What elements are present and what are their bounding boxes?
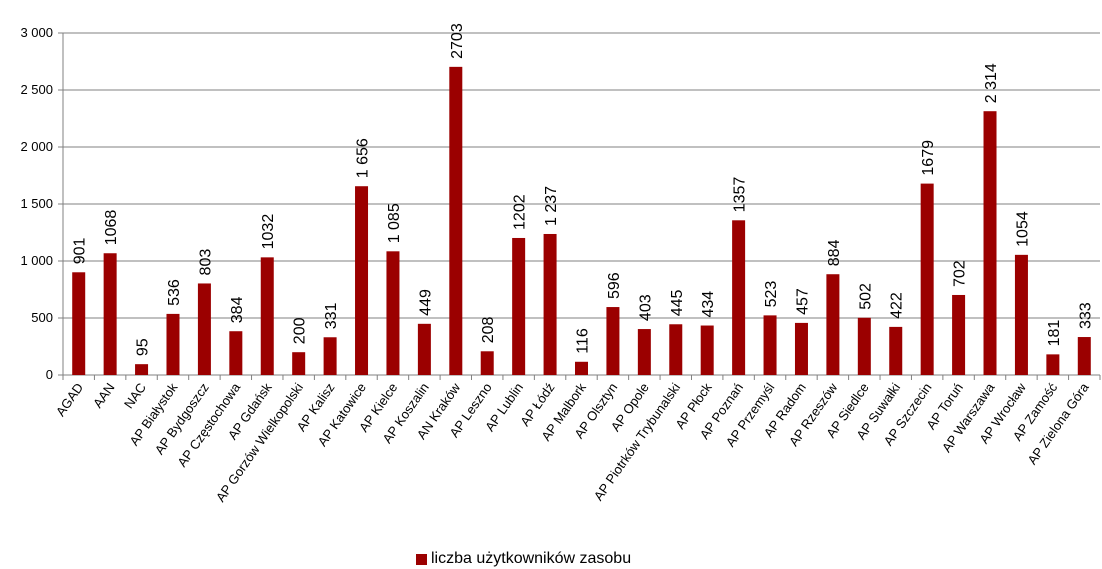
bar <box>543 233 557 375</box>
data-label: 2703 <box>449 23 466 59</box>
y-tick-label: 0 <box>46 367 53 382</box>
data-labels: 901 1068 95 536 803 384 1032 200 331 1 656 1 085 44… <box>72 23 1095 356</box>
bar <box>197 283 211 375</box>
data-label: 1202 <box>512 194 529 230</box>
y-tick-label: 1 000 <box>20 253 53 268</box>
data-label: 702 <box>952 260 969 287</box>
data-label: 1068 <box>103 210 120 246</box>
data-label: 523 <box>763 281 780 308</box>
data-label: 333 <box>1077 302 1094 329</box>
data-label: 536 <box>166 279 183 306</box>
data-label: 1 237 <box>543 186 560 226</box>
bar <box>763 315 777 375</box>
legend: liczba użytkowników zasobu <box>416 551 631 567</box>
data-label: 502 <box>857 283 874 310</box>
bar <box>355 186 369 375</box>
data-label: 422 <box>889 292 906 319</box>
data-label: 384 <box>229 296 246 323</box>
y-tick-label: 1 500 <box>20 196 53 211</box>
bar <box>480 351 494 375</box>
data-label: 181 <box>1046 320 1063 347</box>
data-label: 434 <box>700 291 717 318</box>
bar <box>135 364 149 375</box>
bar <box>72 272 86 375</box>
bar <box>575 361 588 375</box>
data-label: 1 085 <box>386 203 403 243</box>
bar <box>260 257 274 375</box>
data-label: 596 <box>606 272 623 299</box>
data-label: 95 <box>135 338 152 356</box>
bar <box>1046 354 1060 375</box>
y-tick-label: 2 500 <box>20 82 53 97</box>
gridlines <box>58 32 1101 380</box>
bar <box>386 251 400 375</box>
bar <box>669 324 683 375</box>
bar <box>983 111 997 375</box>
y-tick-label: 2 000 <box>20 139 53 154</box>
data-label: 1032 <box>260 214 277 250</box>
data-label: 1357 <box>732 177 749 213</box>
bar <box>166 313 180 375</box>
data-label: 331 <box>323 302 340 329</box>
bar <box>889 326 903 375</box>
data-label: 116 <box>575 328 592 354</box>
bar <box>449 66 463 375</box>
bar <box>1077 337 1091 375</box>
bar <box>1014 254 1028 375</box>
y-tick-label: 3 000 <box>20 25 53 40</box>
bar <box>857 317 871 375</box>
data-label: 200 <box>292 317 309 344</box>
data-label: 884 <box>826 239 843 266</box>
x-tick-label: AGAD <box>53 380 86 419</box>
data-label: 457 <box>794 288 811 315</box>
y-axis-tick-labels: 0 500 1 000 1 500 2 000 2 500 3 000 <box>20 25 53 382</box>
data-label: 449 <box>417 289 434 316</box>
bar <box>700 325 714 375</box>
data-label: 445 <box>669 289 686 316</box>
bar <box>292 352 306 375</box>
legend-swatch <box>416 553 427 565</box>
bar <box>637 329 651 375</box>
bar <box>229 331 243 375</box>
data-label: 1 656 <box>355 138 372 178</box>
data-label: 803 <box>197 249 214 276</box>
x-tick-label: NAC <box>121 380 149 411</box>
y-tick-label: 500 <box>31 310 53 325</box>
bar <box>606 307 620 375</box>
data-label: 901 <box>72 237 89 264</box>
data-label: 2 314 <box>983 63 1000 103</box>
bar <box>512 237 526 375</box>
bar <box>417 323 431 375</box>
data-label: 1054 <box>1014 211 1031 247</box>
x-tick-label: AAN <box>90 380 118 411</box>
bar <box>952 294 966 375</box>
bar <box>826 274 840 375</box>
bar <box>794 322 808 375</box>
legend-label: liczba użytkowników zasobu <box>431 550 632 567</box>
bars <box>72 66 1091 375</box>
bar <box>103 253 117 375</box>
data-label: 403 <box>637 294 654 321</box>
bar <box>920 183 934 375</box>
bar <box>323 337 337 375</box>
bar <box>732 220 746 375</box>
data-label: 1679 <box>920 140 937 176</box>
data-label: 208 <box>480 316 497 343</box>
